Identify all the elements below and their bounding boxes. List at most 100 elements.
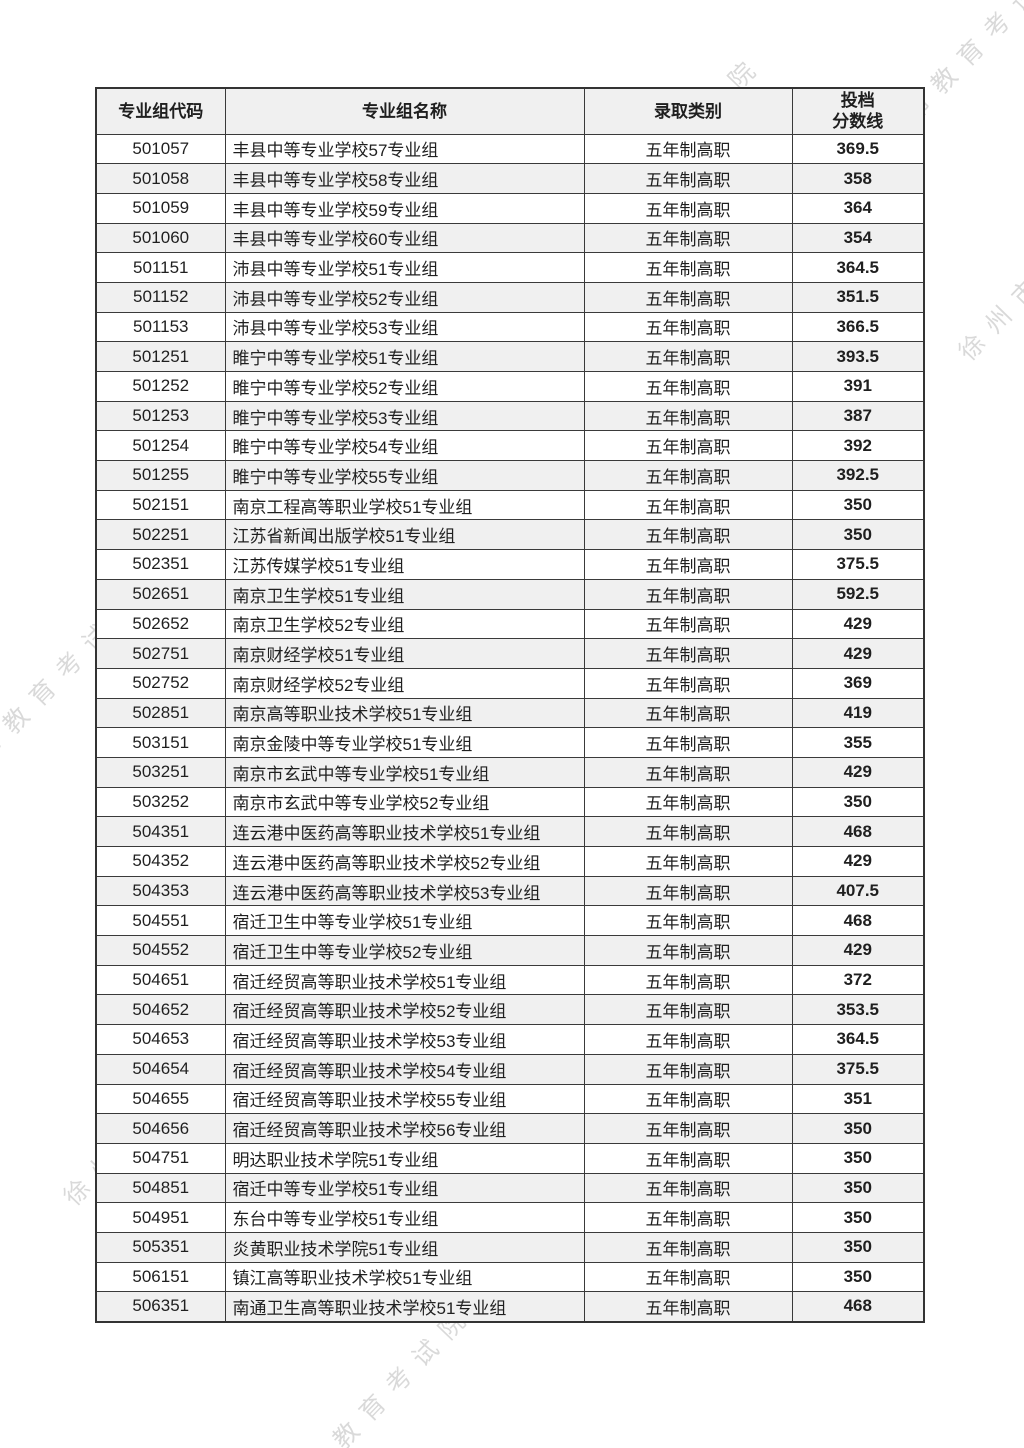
table-header: 专业组代码 专业组名称 录取类别 投档 分数线 [95,87,925,135]
table-row: 504655 宿迁经贸高等职业技术学校55专业组 五年制高职 351 [95,1083,925,1115]
cell-score-line: 429 [791,608,925,640]
table-row: 502351 江苏传媒学校51专业组 五年制高职 375.5 [95,549,925,580]
cell-admission-category: 五年制高职 [583,1291,793,1322]
cell-admission-category: 五年制高职 [583,786,793,818]
cell-admission-category: 五年制高职 [583,964,793,996]
cell-score-line: 429 [791,846,925,877]
cell-group-name: 南京金陵中等专业学校51专业组 [224,727,585,758]
cell-group-code: 502752 [95,667,226,699]
table-row: 504352 连云港中医药高等职业技术学校52专业组 五年制高职 429 [95,846,925,877]
cell-score-line: 350 [791,786,925,818]
cell-score-line: 364.5 [791,1024,925,1055]
cell-score-line: 351 [791,1083,925,1115]
table-row: 502751 南京财经学校51专业组 五年制高职 429 [95,638,925,669]
cell-group-name: 沛县中等专业学校53专业组 [224,311,585,343]
header-row: 专业组代码 专业组名称 录取类别 投档 分数线 [95,87,925,135]
cell-admission-category: 五年制高职 [583,1053,793,1085]
cell-score-line: 350 [791,1142,925,1174]
cell-admission-category: 五年制高职 [583,371,793,402]
cell-score-line: 429 [791,638,925,669]
cell-score-line: 592.5 [791,578,925,610]
cell-admission-category: 五年制高职 [583,460,793,491]
cell-admission-category: 五年制高职 [583,341,793,372]
header-cell-score-line: 投档 分数线 [791,87,925,135]
cell-group-code: 504552 [95,935,226,966]
cell-group-code: 504653 [95,1024,226,1055]
table-row: 502151 南京工程高等职业学校51专业组 五年制高职 350 [95,489,925,521]
cell-score-line: 391 [791,371,925,402]
cell-group-name: 睢宁中等专业学校55专业组 [224,460,585,491]
cell-score-line: 366.5 [791,311,925,343]
cell-admission-category: 五年制高职 [583,816,793,847]
cell-admission-category: 五年制高职 [583,192,793,224]
cell-score-line: 468 [791,1291,925,1322]
cell-group-name: 连云港中医药高等职业技术学校51专业组 [224,816,585,847]
cell-group-name: 南京卫生学校52专业组 [224,608,585,640]
cell-admission-category: 五年制高职 [583,1172,793,1204]
cell-group-name: 宿迁经贸高等职业技术学校55专业组 [224,1083,585,1115]
cell-admission-category: 五年制高职 [583,756,793,788]
cell-admission-category: 五年制高职 [583,1231,793,1263]
cell-group-code: 504851 [95,1172,226,1204]
cell-group-code: 502851 [95,697,226,729]
table-row: 501153 沛县中等专业学校53专业组 五年制高职 366.5 [95,311,925,343]
cell-group-name: 南京卫生学校51专业组 [224,578,585,610]
cell-group-code: 504352 [95,846,226,877]
cell-group-name: 南京市玄武中等专业学校52专业组 [224,786,585,818]
cell-group-code: 502652 [95,608,226,640]
cell-admission-category: 五年制高职 [583,489,793,521]
table-row: 501151 沛县中等专业学校51专业组 五年制高职 364.5 [95,252,925,283]
cell-admission-category: 五年制高职 [583,519,793,551]
table-row: 504552 宿迁卫生中等专业学校52专业组 五年制高职 429 [95,935,925,966]
table-row: 502251 江苏省新闻出版学校51专业组 五年制高职 350 [95,519,925,551]
cell-group-code: 503251 [95,756,226,788]
cell-admission-category: 五年制高职 [583,1202,793,1233]
cell-group-name: 沛县中等专业学校52专业组 [224,281,585,313]
cell-score-line: 350 [791,1261,925,1293]
cell-group-code: 506351 [95,1291,226,1322]
cell-score-line: 419 [791,697,925,729]
cell-score-line: 350 [791,1202,925,1233]
cell-group-name: 东台中等专业学校51专业组 [224,1202,585,1233]
cell-group-code: 501253 [95,400,226,432]
table-row: 502651 南京卫生学校51专业组 五年制高职 592.5 [95,578,925,610]
cell-group-code: 504656 [95,1113,226,1144]
cell-group-name: 炎黄职业技术学院51专业组 [224,1231,585,1263]
table-row: 502652 南京卫生学校52专业组 五年制高职 429 [95,608,925,640]
cell-group-code: 502651 [95,578,226,610]
cell-group-code: 501255 [95,460,226,491]
table-row: 504652 宿迁经贸高等职业技术学校52专业组 五年制高职 353.5 [95,994,925,1026]
cell-score-line: 350 [791,489,925,521]
cell-score-line: 387 [791,400,925,432]
cell-admission-category: 五年制高职 [583,905,793,937]
table-row: 502851 南京高等职业技术学校51专业组 五年制高职 419 [95,697,925,729]
cell-score-line: 429 [791,756,925,788]
table-row: 501255 睢宁中等专业学校55专业组 五年制高职 392.5 [95,460,925,491]
cell-score-line: 369 [791,667,925,699]
cell-group-code: 501058 [95,163,226,194]
cell-group-code: 501057 [95,133,226,165]
header-cell-group-name: 专业组名称 [224,87,585,135]
cell-group-name: 宿迁中等专业学校51专业组 [224,1172,585,1204]
cell-group-code: 501153 [95,311,226,343]
table-row: 504951 东台中等专业学校51专业组 五年制高职 350 [95,1202,925,1233]
cell-score-line: 350 [791,1172,925,1204]
cell-score-line: 468 [791,905,925,937]
cell-group-name: 丰县中等专业学校58专业组 [224,163,585,194]
table-row: 503251 南京市玄武中等专业学校51专业组 五年制高职 429 [95,756,925,788]
cell-group-code: 504654 [95,1053,226,1085]
cell-group-name: 宿迁经贸高等职业技术学校53专业组 [224,1024,585,1055]
cell-score-line: 392.5 [791,460,925,491]
cell-admission-category: 五年制高职 [583,1261,793,1293]
cell-group-name: 宿迁卫生中等专业学校52专业组 [224,935,585,966]
cell-admission-category: 五年制高职 [583,1142,793,1174]
table-row: 503252 南京市玄武中等专业学校52专业组 五年制高职 350 [95,786,925,818]
cell-admission-category: 五年制高职 [583,578,793,610]
cell-group-code: 502351 [95,549,226,580]
cell-group-name: 明达职业技术学院51专业组 [224,1142,585,1174]
cell-group-code: 504651 [95,964,226,996]
header-cell-group-code: 专业组代码 [95,87,226,135]
cell-group-code: 504353 [95,875,226,907]
cell-group-name: 睢宁中等专业学校51专业组 [224,341,585,372]
